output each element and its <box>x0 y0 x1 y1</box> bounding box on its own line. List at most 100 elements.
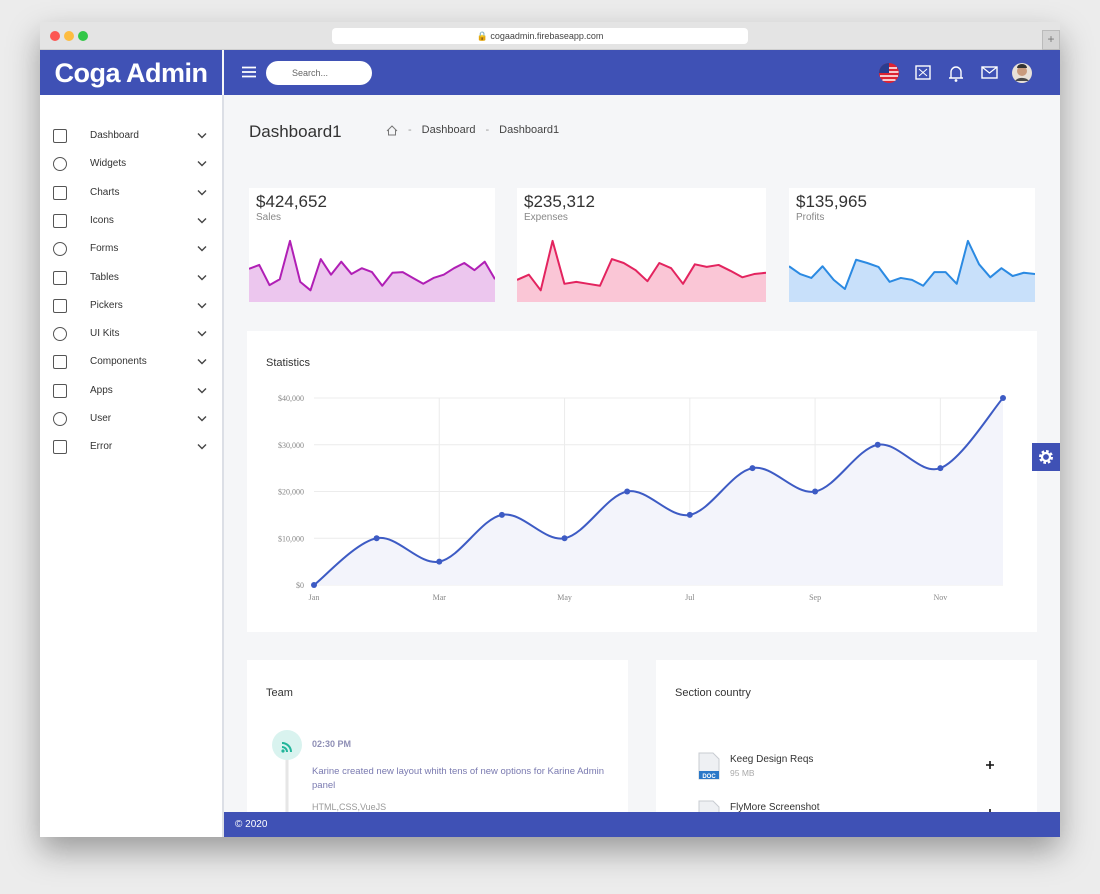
language-flag[interactable] <box>879 63 899 83</box>
chevron-shape <box>197 416 207 422</box>
menu-label: Apps <box>90 384 113 396</box>
icon-shape <box>53 298 67 313</box>
icon-shape <box>53 242 67 257</box>
chevron <box>197 274 207 280</box>
address-bar[interactable]: 🔒 cogaadmin.firebaseapp.com <box>332 28 748 44</box>
chevron <box>197 387 207 394</box>
file-name[interactable]: Keeg Design Reqs <box>730 754 814 765</box>
point <box>624 488 631 495</box>
menu-item[interactable]: Apps <box>40 381 222 401</box>
breadcrumb-separator: - <box>485 124 490 136</box>
minimize-button[interactable] <box>64 31 74 41</box>
menu-icon <box>53 242 67 257</box>
icon-shape <box>53 157 67 172</box>
menu-item[interactable]: Charts <box>40 183 222 203</box>
icon-shape <box>53 440 67 455</box>
footer-text: © 2020 <box>235 819 268 830</box>
stat-card: $235,312 Expenses <box>517 188 766 302</box>
y-tick-label: $40,000 <box>278 394 304 403</box>
home-icon[interactable] <box>386 124 398 136</box>
sparkline <box>249 239 495 302</box>
menu-icon <box>53 185 67 200</box>
menu-item[interactable]: Components <box>40 352 222 372</box>
chevron <box>197 217 207 224</box>
chevron <box>197 161 207 167</box>
chevron <box>197 416 207 422</box>
menu-item[interactable]: Pickers <box>40 296 222 316</box>
card-title: Section country <box>675 687 751 699</box>
rss-dot <box>281 749 285 753</box>
point <box>436 558 443 565</box>
team-card: Team 02:30 PM Karine created new layout w… <box>247 660 628 837</box>
chevron-shape <box>197 161 207 167</box>
avatar[interactable] <box>1012 63 1032 83</box>
breadcrumb-separator: - <box>408 124 412 136</box>
settings-button[interactable] <box>1032 443 1060 471</box>
point <box>373 535 380 542</box>
brand[interactable]: Coga Admin <box>40 50 222 95</box>
point <box>686 511 693 518</box>
menu-item[interactable]: User <box>40 409 222 429</box>
file-name[interactable]: FlyMore Screenshot <box>730 802 820 813</box>
chevron <box>197 444 207 450</box>
stat-card: $424,652 Sales <box>249 188 495 302</box>
search-placeholder: Search... <box>292 68 329 78</box>
chevron-shape <box>197 387 207 394</box>
sparkline <box>517 239 766 302</box>
x-tick-label: Jul <box>685 593 695 602</box>
add-button[interactable] <box>985 760 995 770</box>
breadcrumb-item: Dashboard1 <box>499 124 560 136</box>
menu-toggle[interactable] <box>242 66 256 78</box>
card-amount: $135,965 <box>796 192 867 211</box>
plus-shape <box>986 761 994 769</box>
menu-label: Components <box>90 356 147 368</box>
icon-shape <box>53 327 67 342</box>
breadcrumb-item[interactable]: Dashboard <box>421 124 476 136</box>
icon-shape <box>53 213 67 228</box>
menu-item[interactable]: UI Kits <box>40 324 222 344</box>
maximize-button[interactable] <box>78 31 88 41</box>
chart-title: Statistics <box>266 357 311 369</box>
file-icon: DOC <box>698 752 720 780</box>
y-tick-label: $30,000 <box>278 441 304 450</box>
file-type: DOC <box>702 774 716 780</box>
sparkline-line <box>789 239 1035 290</box>
point <box>874 441 881 448</box>
menu-label: Pickers <box>90 299 123 311</box>
chevron-shape <box>197 217 207 224</box>
close-button[interactable] <box>50 31 60 41</box>
rss-shape <box>281 742 292 753</box>
menu-item[interactable]: Error <box>40 437 222 457</box>
card-amount: $235,312 <box>524 192 595 211</box>
notification-icon[interactable] <box>949 66 963 82</box>
breadcrumb: - Dashboard - Dashboard1 <box>386 124 559 136</box>
fullscreen-icon[interactable] <box>915 65 931 80</box>
chevron-shape <box>197 133 207 139</box>
menu-label: Dashboard <box>90 130 139 141</box>
chevron-shape <box>197 331 207 337</box>
chevron <box>197 359 207 365</box>
icon-shape <box>53 355 67 370</box>
menu-item[interactable]: Tables <box>40 268 222 288</box>
card-label: Sales <box>256 212 282 223</box>
sidebar: Dashboard Widgets Charts Icons Forms Tables Pi… <box>40 95 224 837</box>
menu-item[interactable]: Icons <box>40 211 222 231</box>
menu-icon <box>53 355 67 370</box>
menu-item[interactable]: Dashboard <box>40 126 222 146</box>
new-tab-button[interactable]: + <box>1042 30 1060 50</box>
line <box>313 397 1004 586</box>
search-box[interactable]: Search... <box>266 61 372 85</box>
x-tick-label: Nov <box>933 593 947 602</box>
menu-item[interactable]: Forms <box>40 239 222 259</box>
browser-window: 🔒 cogaadmin.firebaseapp.com + Coga Admin… <box>40 22 1060 837</box>
area <box>314 398 1003 585</box>
timeline-time: 02:30 PM <box>312 739 352 749</box>
y-tick-label: $20,000 <box>278 488 304 497</box>
point <box>311 582 317 588</box>
file-badge <box>699 771 719 779</box>
menu-item[interactable]: Widgets <box>40 154 222 174</box>
mail-icon[interactable] <box>981 66 998 79</box>
x-tick-label: Mar <box>433 593 447 602</box>
chevron-shape <box>197 302 207 309</box>
